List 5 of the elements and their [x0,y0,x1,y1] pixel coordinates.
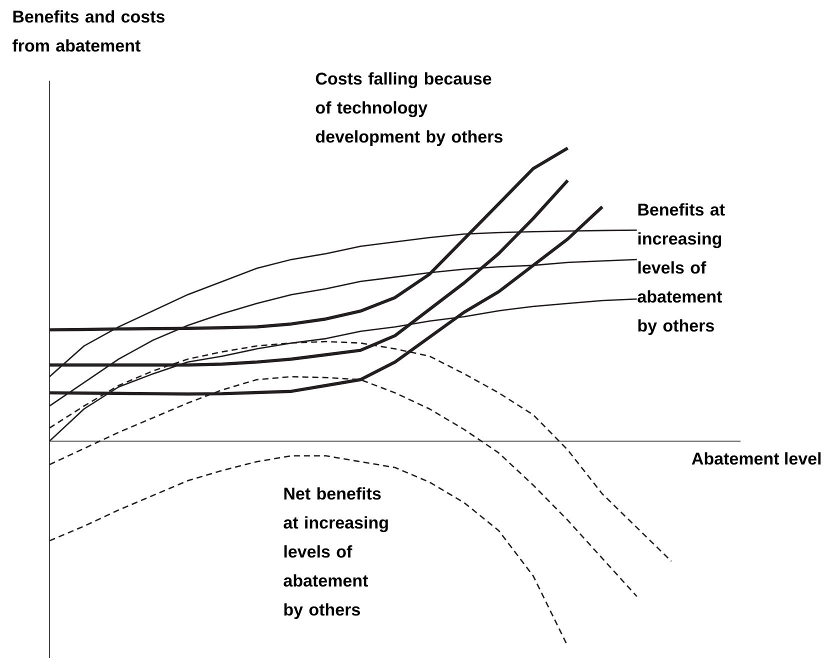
annotation: Benefits at increasing levels of abatement by others [638,202,725,335]
annotation: Net benefits at increasing levels of abatement by others [284,486,388,619]
x-axis-title: Abatement level [692,452,821,464]
text: Benefits and costs from abatement [12,10,165,52]
text: Costs falling because of technology development by others [316,72,502,146]
